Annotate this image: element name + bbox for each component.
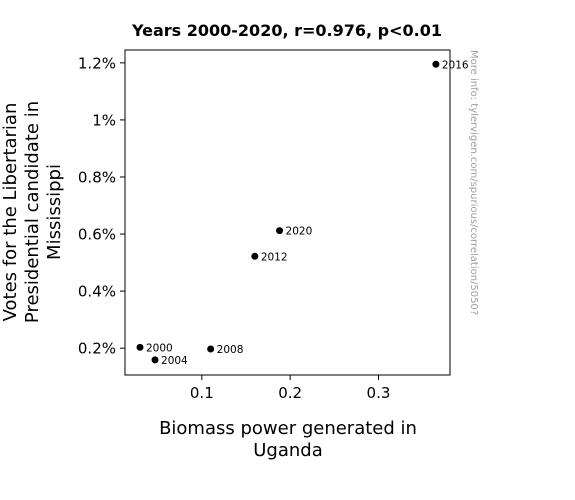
data-point-2000 xyxy=(136,343,144,351)
y-axis-label-line-2: Presidential candidate in xyxy=(22,101,43,323)
data-point-label-2012: 2012 xyxy=(261,251,288,263)
data-point-2004 xyxy=(151,356,159,364)
x-axis-label-line-2: Uganda xyxy=(253,440,323,461)
y-axis-label: Votes for the Libertarian Presidential c… xyxy=(0,101,65,323)
y-axis-label-line-3: Mississippi xyxy=(44,164,65,260)
data-point-2008 xyxy=(207,345,215,353)
data-point-2016 xyxy=(432,60,440,68)
y-tick-label: 0.8% xyxy=(78,168,116,186)
x-tick-label: 0.3 xyxy=(367,384,391,402)
source-watermark: More info: tylervigen.com/spurious/corre… xyxy=(468,50,479,315)
y-tick-label: 0.2% xyxy=(78,340,116,358)
plot-area xyxy=(124,49,451,376)
y-tick-label: 1% xyxy=(92,111,116,129)
y-axis: 0.2% 0.4% 0.6% 0.8% 1% 1.2% xyxy=(78,54,125,358)
y-tick-label: 0.4% xyxy=(78,283,116,301)
data-point-2020 xyxy=(276,227,284,235)
data-point-label-2020: 2020 xyxy=(286,226,313,238)
x-axis-label-line-1: Biomass power generated in xyxy=(159,418,417,439)
data-point-label-2016: 2016 xyxy=(442,59,469,71)
x-axis: 0.1 0.2 0.3 xyxy=(190,375,390,402)
x-tick-label: 0.2 xyxy=(278,384,302,402)
data-point-label-2000: 2000 xyxy=(146,342,173,354)
chart-title: Years 2000-2020, r=0.976, p<0.01 xyxy=(131,21,442,40)
data-point-label-2004: 2004 xyxy=(161,355,188,367)
y-tick-label: 0.6% xyxy=(78,226,116,244)
y-axis-label-line-1: Votes for the Libertarian xyxy=(0,103,21,322)
data-point-2012 xyxy=(251,252,259,260)
y-tick-label: 1.2% xyxy=(78,54,116,72)
data-point-label-2008: 2008 xyxy=(217,344,244,356)
x-tick-label: 0.1 xyxy=(190,384,214,402)
